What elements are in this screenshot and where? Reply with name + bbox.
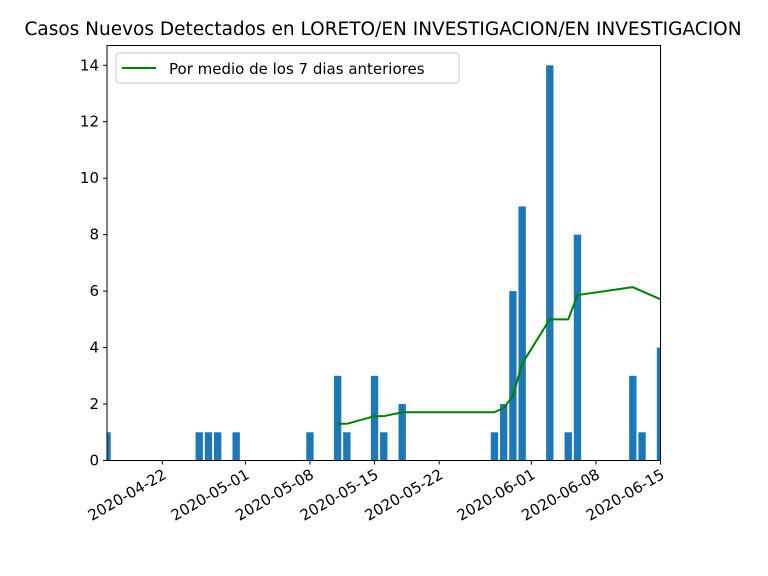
bar-2020-04-26 [195, 432, 203, 461]
bar-2020-05-31 [518, 206, 526, 461]
bar-2020-06-12 [629, 375, 637, 461]
bar-2020-05-15 [370, 375, 379, 461]
y-tick-label-0: 0 [89, 452, 99, 470]
bar-2020-04-30 [232, 432, 240, 461]
bar-2020-06-05 [564, 432, 572, 461]
y-tick-label-2: 2 [89, 395, 99, 413]
bar-2020-06-13 [638, 432, 646, 461]
line-layer [337, 286, 661, 425]
y-axis: 0 2 4 6 8 10 12 14 [80, 56, 107, 470]
bar-2020-04-16 [107, 432, 111, 461]
bar-2020-06-15 [656, 347, 661, 461]
bar-2020-06-06 [573, 234, 582, 461]
plot-frame [106, 45, 661, 461]
bar-2020-05-30 [509, 291, 517, 461]
bar-2020-06-03 [546, 65, 554, 461]
x-tick-label-2020-04-22: 2020-04-22 [85, 465, 170, 524]
bar-2020-04-28 [214, 432, 222, 461]
y-tick-label-12: 12 [80, 113, 99, 131]
bar-2020-04-27 [204, 432, 213, 461]
legend-box [115, 52, 460, 84]
bar-2020-05-11 [333, 375, 342, 461]
series-line-0 [337, 286, 661, 425]
bar-2020-05-18 [398, 404, 406, 461]
y-tick-label-6: 6 [89, 282, 99, 300]
y-tick-label-14: 14 [80, 56, 99, 74]
x-axis: 2020-04-222020-05-012020-05-082020-05-15… [85, 460, 668, 525]
bar-2020-05-28 [490, 432, 499, 461]
y-tick-label-4: 4 [89, 339, 99, 357]
bar-2020-05-12 [343, 432, 351, 461]
legend-label: Por medio de los 7 dias anteriores [169, 60, 425, 78]
chart-title: Casos Nuevos Detectados en LORETO/EN INV… [24, 19, 741, 40]
bar-2020-05-29 [499, 404, 508, 461]
bars-layer [107, 65, 661, 461]
legend: Por medio de los 7 dias anteriores [115, 52, 460, 84]
bar-2020-05-16 [380, 432, 388, 461]
y-tick-label-10: 10 [80, 169, 99, 187]
y-tick-label-8: 8 [89, 226, 99, 244]
bar-2020-05-08 [306, 432, 314, 461]
